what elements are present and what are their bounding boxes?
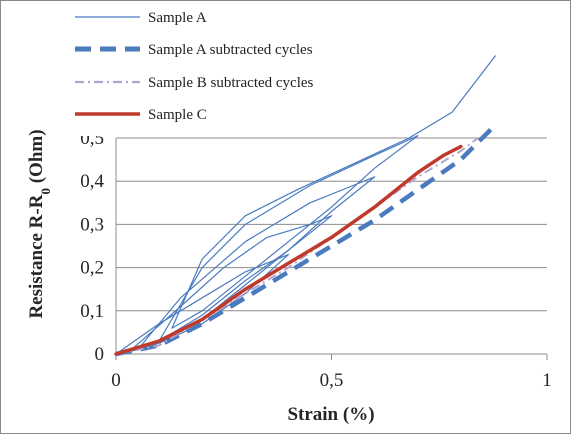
legend-background (62, 2, 362, 136)
y-tick-label-4: 0,4 (80, 171, 104, 192)
y-axis-label-main: Resistance R-R (26, 194, 47, 318)
legend-label-sample-a-subtracted: Sample A subtracted cycles (148, 42, 313, 58)
legend-label-sample-a: Sample A (148, 10, 207, 26)
axes (115, 138, 548, 360)
y-axis-label-unit: (Ohm) (26, 129, 47, 188)
series-0-line-2 (128, 215, 333, 353)
y-tick-labels: 00,10,20,30,40,5 (80, 128, 104, 365)
y-tick-label-2: 0,2 (80, 258, 104, 279)
legend-label-sample-c: Sample C (148, 107, 207, 123)
series-3 (114, 144, 463, 356)
series-0-line-8 (171, 55, 496, 329)
x-tick-labels: 0 0,5 1 (111, 370, 552, 391)
series-0-line-5 (158, 176, 376, 342)
x-tick-label-2: 1 (542, 370, 552, 391)
y-tick-label-0: 0 (95, 344, 105, 365)
gridlines (116, 137, 547, 312)
legend-label-sample-b-subtracted: Sample B subtracted cycles (148, 75, 314, 91)
x-tick-label-0: 0 (111, 370, 121, 391)
y-axis-label-subscript: 0 (38, 188, 53, 195)
x-axis-label: Strain (%) (287, 404, 374, 425)
series-0-line-6 (158, 135, 419, 342)
series-layer (114, 55, 497, 357)
y-tick-label-1: 0,1 (80, 301, 104, 322)
x-tick-label-1: 0,5 (320, 370, 344, 391)
series-0-line-0 (115, 254, 289, 355)
legend: Sample A Sample A subtracted cycles Samp… (62, 2, 362, 136)
y-tick-label-3: 0,3 (80, 214, 104, 235)
y-axis-label: Resistance R-R0 (Ohm) (26, 129, 53, 318)
series-0-line-7 (171, 135, 419, 329)
series-3-line-0 (114, 144, 463, 356)
